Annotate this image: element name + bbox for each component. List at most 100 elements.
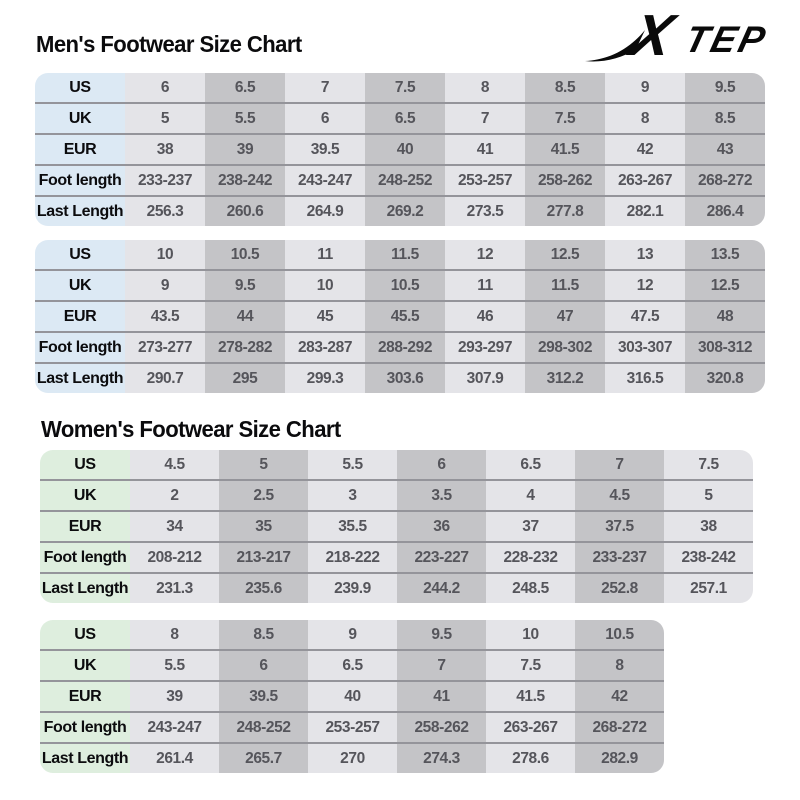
size-cell: 5.5 bbox=[130, 649, 219, 681]
size-cell: 274.3 bbox=[397, 742, 486, 773]
size-cell: 10 bbox=[486, 620, 575, 650]
size-cell: 299.3 bbox=[285, 362, 365, 393]
size-cell: 40 bbox=[365, 133, 445, 165]
size-cell: 268-272 bbox=[685, 164, 765, 196]
size-cell: 6 bbox=[125, 73, 205, 103]
size-table: US 4.5 5 5.5 6 6.5 7 7.5 UK 2 2.5 3 3.5 4 4.5 5 EUR 34 35 3… bbox=[40, 450, 753, 603]
size-cell: 273-277 bbox=[125, 331, 205, 363]
size-cell: 12 bbox=[445, 240, 525, 270]
size-cell: 39.5 bbox=[285, 133, 365, 165]
table-row: Foot length 208-212 213-217 218-222 223-227 2… bbox=[40, 541, 753, 573]
table-row: Last Length 256.3 260.6 264.9 269.2 273.5 277.… bbox=[35, 195, 765, 226]
table-row: US 8 8.5 9 9.5 10 10.5 bbox=[40, 620, 664, 650]
size-cell: 4.5 bbox=[130, 450, 219, 480]
size-cell: 288-292 bbox=[365, 331, 445, 363]
size-cell: 42 bbox=[575, 680, 664, 712]
size-cell: 303.6 bbox=[365, 362, 445, 393]
table-row: UK 9 9.5 10 10.5 11 11.5 12 12.5 bbox=[35, 269, 765, 301]
size-cell: 6.5 bbox=[308, 649, 397, 681]
size-cell: 238-242 bbox=[205, 164, 285, 196]
size-cell: 9.5 bbox=[685, 73, 765, 103]
size-table: US 8 8.5 9 9.5 10 10.5 UK 5.5 6 6.5 7 7.5 8 EUR 39 39.5 4… bbox=[40, 620, 664, 773]
size-cell: 269.2 bbox=[365, 195, 445, 226]
row-label: US bbox=[40, 620, 130, 650]
size-cell: 298-302 bbox=[525, 331, 605, 363]
size-cell: 35 bbox=[219, 510, 308, 542]
size-cell: 235.6 bbox=[219, 572, 308, 603]
table-row: US 6 6.5 7 7.5 8 8.5 9 9.5 bbox=[35, 73, 765, 103]
table-row: Last Length 290.7 295 299.3 303.6 307.9 312.2 3… bbox=[35, 362, 765, 393]
size-cell: 263-267 bbox=[486, 711, 575, 743]
size-cell: 41 bbox=[397, 680, 486, 712]
size-cell: 10 bbox=[125, 240, 205, 270]
row-label: Foot length bbox=[40, 711, 130, 743]
size-cell: 9 bbox=[605, 73, 685, 103]
size-cell: 239.9 bbox=[308, 572, 397, 603]
size-cell: 5.5 bbox=[308, 450, 397, 480]
size-cell: 238-242 bbox=[664, 541, 753, 573]
table-row: Foot length 243-247 248-252 253-257 258-262 2… bbox=[40, 711, 664, 743]
size-cell: 282.1 bbox=[605, 195, 685, 226]
size-cell: 295 bbox=[205, 362, 285, 393]
size-cell: 8 bbox=[130, 620, 219, 650]
size-cell: 6.5 bbox=[205, 73, 285, 103]
size-cell: 36 bbox=[397, 510, 486, 542]
size-cell: 265.7 bbox=[219, 742, 308, 773]
size-cell: 11.5 bbox=[525, 269, 605, 301]
size-cell: 47.5 bbox=[605, 300, 685, 332]
size-cell: 41 bbox=[445, 133, 525, 165]
size-cell: 3 bbox=[308, 479, 397, 511]
size-cell: 8 bbox=[605, 102, 685, 134]
size-cell: 256.3 bbox=[125, 195, 205, 226]
size-cell: 253-257 bbox=[308, 711, 397, 743]
table-row: Last Length 261.4 265.7 270 274.3 278.6 282.9 bbox=[40, 742, 664, 773]
size-cell: 208-212 bbox=[130, 541, 219, 573]
size-cell: 312.2 bbox=[525, 362, 605, 393]
size-cell: 316.5 bbox=[605, 362, 685, 393]
table-row: UK 2 2.5 3 3.5 4 4.5 5 bbox=[40, 479, 753, 511]
womens-size-table-2: US 8 8.5 9 9.5 10 10.5 UK 5.5 6 6.5 7 7.5 8 EUR 39 39.5 4… bbox=[40, 620, 664, 773]
size-cell: 43 bbox=[685, 133, 765, 165]
size-cell: 261.4 bbox=[130, 742, 219, 773]
row-label: Foot length bbox=[40, 541, 130, 573]
size-cell: 5 bbox=[125, 102, 205, 134]
size-cell: 13 bbox=[605, 240, 685, 270]
size-cell: 286.4 bbox=[685, 195, 765, 226]
size-cell: 40 bbox=[308, 680, 397, 712]
size-cell: 308-312 bbox=[685, 331, 765, 363]
row-label: Last Length bbox=[35, 195, 125, 226]
table-row: EUR 39 39.5 40 41 41.5 42 bbox=[40, 680, 664, 712]
row-label: UK bbox=[35, 269, 125, 301]
size-cell: 7 bbox=[285, 73, 365, 103]
size-cell: 257.1 bbox=[664, 572, 753, 603]
size-cell: 11 bbox=[445, 269, 525, 301]
size-cell: 7.5 bbox=[664, 450, 753, 480]
size-cell: 7.5 bbox=[525, 102, 605, 134]
size-cell: 6.5 bbox=[365, 102, 445, 134]
size-cell: 268-272 bbox=[575, 711, 664, 743]
size-cell: 213-217 bbox=[219, 541, 308, 573]
size-cell: 11 bbox=[285, 240, 365, 270]
logo-letters-tep: TEP bbox=[681, 19, 772, 60]
size-cell: 8.5 bbox=[525, 73, 605, 103]
size-cell: 248-252 bbox=[365, 164, 445, 196]
size-cell: 283-287 bbox=[285, 331, 365, 363]
size-cell: 38 bbox=[664, 510, 753, 542]
size-cell: 8.5 bbox=[685, 102, 765, 134]
row-label: EUR bbox=[35, 133, 125, 165]
size-cell: 7 bbox=[397, 649, 486, 681]
row-label: Last Length bbox=[40, 572, 130, 603]
row-label: US bbox=[35, 73, 125, 103]
size-cell: 45.5 bbox=[365, 300, 445, 332]
size-table: US 10 10.5 11 11.5 12 12.5 13 13.5 UK 9 9.5 10 10.5 11… bbox=[35, 240, 765, 393]
size-cell: 2.5 bbox=[219, 479, 308, 511]
womens-section-title: Women's Footwear Size Chart bbox=[41, 416, 341, 442]
logo-letter-x: X bbox=[622, 4, 683, 64]
row-label: US bbox=[35, 240, 125, 270]
size-cell: 248-252 bbox=[219, 711, 308, 743]
size-cell: 8.5 bbox=[219, 620, 308, 650]
table-row: EUR 38 39 39.5 40 41 41.5 42 43 bbox=[35, 133, 765, 165]
size-cell: 290.7 bbox=[125, 362, 205, 393]
size-cell: 2 bbox=[130, 479, 219, 511]
size-cell: 10.5 bbox=[205, 240, 285, 270]
